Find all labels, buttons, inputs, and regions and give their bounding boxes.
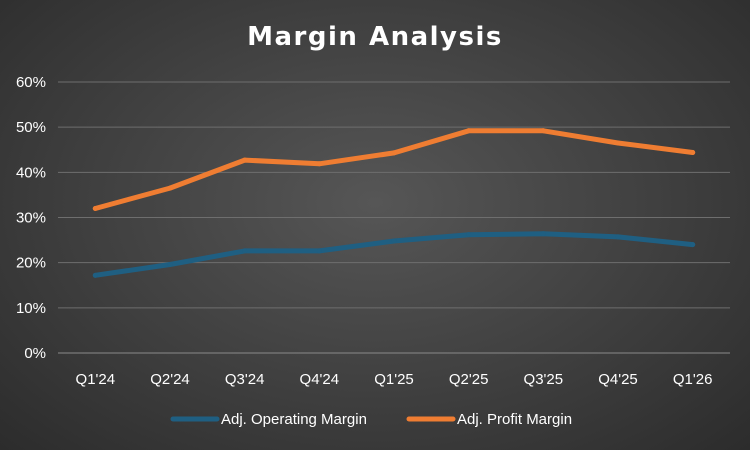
data-point xyxy=(242,248,248,254)
chart-title: Margin Analysis xyxy=(247,22,503,52)
y-tick-label: 10% xyxy=(16,300,46,317)
legend: Adj. Operating Margin Adj. Profit Margin xyxy=(170,411,572,428)
data-point xyxy=(167,185,173,191)
y-tick-label: 20% xyxy=(16,255,46,272)
y-tick-label: 0% xyxy=(24,345,46,362)
data-point xyxy=(540,231,546,237)
x-tick-label: Q3'25 xyxy=(524,371,564,388)
y-tick-label: 60% xyxy=(16,74,46,91)
data-point xyxy=(466,232,472,238)
data-point xyxy=(391,238,397,244)
x-tick-label: Q1'25 xyxy=(374,371,414,388)
series-line-profit-margin xyxy=(92,128,696,211)
series-lines xyxy=(92,128,696,278)
data-point xyxy=(242,157,248,163)
y-tick-label: 40% xyxy=(16,164,46,181)
gridlines xyxy=(58,81,730,354)
data-point xyxy=(615,140,621,146)
y-axis-ticks: 0% 10% 20% 30% 40% 50% 60% xyxy=(16,74,46,362)
x-tick-label: Q3'24 xyxy=(225,371,265,388)
x-tick-label: Q2'25 xyxy=(449,371,489,388)
x-tick-label: Q4'25 xyxy=(598,371,638,388)
x-tick-label: Q1'24 xyxy=(76,371,116,388)
x-tick-label: Q1'26 xyxy=(673,371,713,388)
x-tick-label: Q2'24 xyxy=(150,371,190,388)
data-point xyxy=(316,248,322,254)
data-point xyxy=(615,234,621,240)
data-point xyxy=(92,272,98,278)
data-point xyxy=(167,261,173,267)
data-point xyxy=(391,150,397,156)
data-point xyxy=(540,128,546,134)
y-tick-label: 30% xyxy=(16,210,46,227)
x-tick-label: Q4'24 xyxy=(300,371,340,388)
legend-label: Adj. Operating Margin xyxy=(221,411,367,428)
legend-label: Adj. Profit Margin xyxy=(457,411,572,428)
data-point xyxy=(316,161,322,167)
data-point xyxy=(690,149,696,155)
data-point xyxy=(466,128,472,134)
y-tick-label: 50% xyxy=(16,119,46,136)
data-point xyxy=(92,205,98,211)
x-axis-ticks: Q1'24 Q2'24 Q3'24 Q4'24 Q1'25 Q2'25 Q3'25 Q4'25… xyxy=(76,371,713,388)
data-point xyxy=(690,242,696,248)
